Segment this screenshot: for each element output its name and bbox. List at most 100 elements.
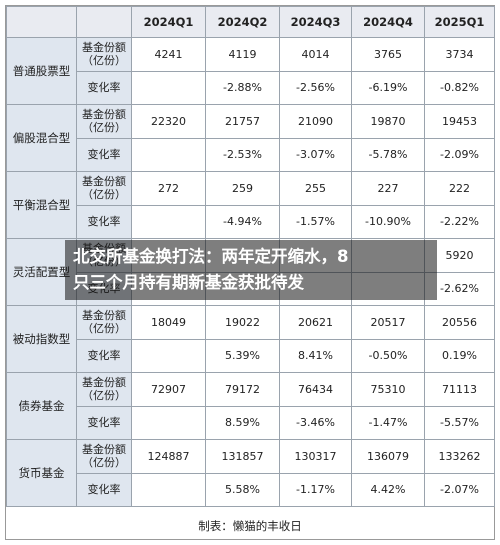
- row-label: 变化率: [76, 405, 132, 440]
- row-label-line: 变化率: [87, 416, 121, 430]
- cell: 22320: [131, 104, 206, 139]
- footer: 制表：懒猫的丰收日: [198, 519, 302, 533]
- row-label-line: 变化率: [87, 349, 121, 363]
- row-label-line: 基金份额: [82, 443, 126, 457]
- caption-line: 北交所基金换打法：两年定开缩水，8: [73, 247, 349, 266]
- cell: 4.42%: [351, 472, 425, 507]
- cell: 72907: [131, 372, 206, 407]
- row-label: 变化率: [76, 70, 132, 105]
- cell: -1.47%: [351, 405, 425, 440]
- cell: 3765: [351, 37, 425, 72]
- cell: 259: [205, 171, 280, 206]
- cell: [131, 405, 206, 440]
- cell: -4.94%: [205, 204, 280, 239]
- cell: -6.19%: [351, 70, 425, 105]
- row-label-line: （亿份）: [82, 456, 126, 470]
- cell: -5.78%: [351, 137, 425, 172]
- cell: 0.19%: [424, 338, 495, 373]
- cell: [131, 137, 206, 172]
- cell: [131, 472, 206, 507]
- row-label-line: 变化率: [87, 148, 121, 162]
- cell: 21090: [279, 104, 352, 139]
- column-header: 2025Q1: [424, 6, 495, 38]
- cell: -10.90%: [351, 204, 425, 239]
- row-label-line: （亿份）: [82, 121, 126, 135]
- cell: 8.41%: [279, 338, 352, 373]
- row-label-line: 变化率: [87, 215, 121, 229]
- cell: 131857: [205, 439, 280, 474]
- column-header: 2024Q3: [279, 6, 352, 38]
- data-row: 变化率 -4.94% -1.57% -10.90% -2.22%: [7, 204, 495, 239]
- cell: 19453: [424, 104, 495, 139]
- row-label-line: 变化率: [87, 81, 121, 95]
- cell: 20517: [351, 305, 425, 340]
- cell: 3734: [424, 37, 495, 72]
- cell: 4014: [279, 37, 352, 72]
- cell: 4241: [131, 37, 206, 72]
- row-label: 基金份额（亿份）: [76, 171, 132, 206]
- cell: [131, 338, 206, 373]
- group-name: 平衡混合型: [6, 171, 77, 239]
- column-header: 2024Q2: [205, 6, 280, 38]
- caption-line: 只三个月持有期新基金获批待发: [73, 273, 304, 292]
- cell: -2.22%: [424, 204, 495, 239]
- row-label-line: （亿份）: [82, 188, 126, 202]
- fund-table: 2024Q1 2024Q2 2024Q3 2024Q4 2025Q1 普通股票型 基金份额（…: [6, 6, 495, 507]
- cell: 124887: [131, 439, 206, 474]
- cell: 255: [279, 171, 352, 206]
- group-name: 债券基金: [6, 372, 77, 440]
- cell: -0.50%: [351, 338, 425, 373]
- header-blank: [6, 6, 77, 38]
- data-row: 偏股混合型 基金份额 （亿份） 22320 21757 21090 19870 19453: [6, 104, 495, 172]
- row-label: 变化率: [76, 137, 132, 172]
- cell: 20556: [424, 305, 495, 340]
- group-name: 货币基金: [6, 439, 77, 507]
- cell: [131, 204, 206, 239]
- column-header: 2024Q4: [351, 6, 425, 38]
- row-label-line: 基金份额: [82, 309, 126, 323]
- cell: 8.59%: [205, 405, 280, 440]
- row-label: 变化率: [76, 472, 132, 507]
- row-label-line: 基金份额: [82, 376, 126, 390]
- row-label-line: （亿份）: [82, 54, 126, 68]
- cell: -2.07%: [424, 472, 495, 507]
- cell: 136079: [351, 439, 425, 474]
- row-label-line: （亿份）: [82, 322, 126, 336]
- data-row: 变化率 5.39% 8.41% -0.50% 0.19%: [7, 338, 495, 373]
- cell: -2.09%: [424, 137, 495, 172]
- cell: -2.53%: [205, 137, 280, 172]
- cell: 20621: [279, 305, 352, 340]
- caption-overlay: 北交所基金换打法：两年定开缩水，8 只三个月持有期新基金获批待发: [65, 240, 437, 300]
- cell: 272: [131, 171, 206, 206]
- cell: 75310: [351, 372, 425, 407]
- data-row: 普通股票型 基金份额 （亿份） 4241 4119 4014 3765 3734: [6, 37, 495, 105]
- cell: 133262: [424, 439, 495, 474]
- group-name: 偏股混合型: [6, 104, 77, 172]
- row-label-line: 变化率: [87, 483, 121, 497]
- header-blank: [76, 6, 132, 38]
- cell: -2.56%: [279, 70, 352, 105]
- cell: 21757: [205, 104, 280, 139]
- data-row: 变化率 8.59% -3.46% -1.47% -5.57%: [7, 405, 495, 440]
- row-label: 基金份额（亿份）: [76, 305, 132, 340]
- cell: 130317: [279, 439, 352, 474]
- group-name: 普通股票型: [6, 37, 77, 105]
- row-label: 基金份额（亿份）: [76, 372, 132, 407]
- column-header: 2024Q1: [131, 6, 206, 38]
- cell: -1.57%: [279, 204, 352, 239]
- data-row: 变化率 -2.53% -3.07% -5.78% -2.09%: [7, 137, 495, 172]
- cell: 19022: [205, 305, 280, 340]
- row-label: 变化率: [76, 338, 132, 373]
- cell: -3.46%: [279, 405, 352, 440]
- cell: -5.57%: [424, 405, 495, 440]
- data-row: 平衡混合型 基金份额 （亿份） 272 259 255 227 222: [6, 171, 495, 239]
- cell: 71113: [424, 372, 495, 407]
- cell: 79172: [205, 372, 280, 407]
- header-row: 2024Q1 2024Q2 2024Q3 2024Q4 2025Q1: [6, 6, 495, 38]
- data-row: 债券基金 基金份额 （亿份） 72907 79172 76434 75310 71113: [6, 372, 495, 440]
- row-label-line: （亿份）: [82, 389, 126, 403]
- row-label: 基金份额（亿份）: [76, 104, 132, 139]
- row-label: 基金份额（亿份）: [76, 37, 132, 72]
- table-frame: 2024Q1 2024Q2 2024Q3 2024Q4 2025Q1 普通股票型 基金份额（…: [5, 5, 495, 540]
